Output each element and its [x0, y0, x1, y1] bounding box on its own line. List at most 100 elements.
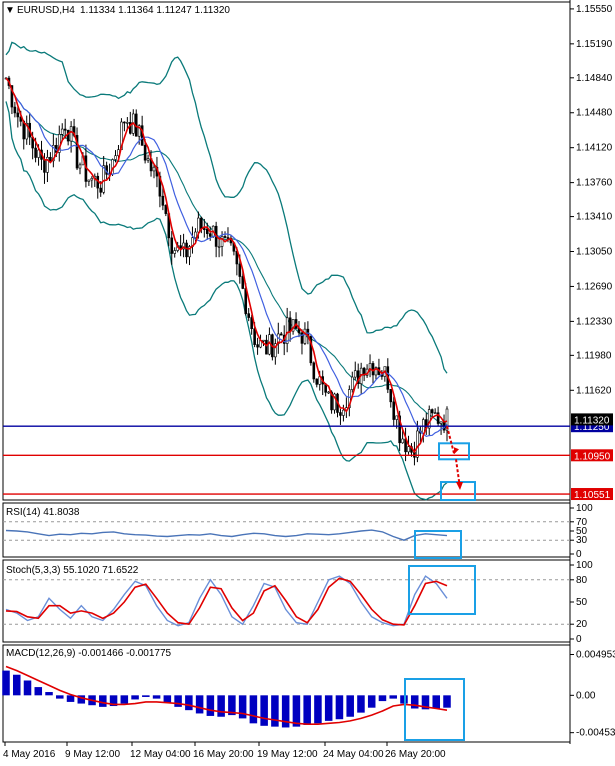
price-tick-label: 1.12690	[576, 281, 613, 292]
macd-bar	[303, 695, 311, 725]
macd-bar	[335, 695, 344, 720]
candle-body	[182, 242, 185, 250]
candle-body	[445, 408, 449, 431]
candle-body	[241, 276, 245, 289]
macd-pane[interactable]	[2, 665, 465, 741]
macd-bar	[206, 695, 215, 716]
candle-body	[253, 328, 256, 345]
candle-body	[342, 409, 345, 416]
candle-body	[87, 179, 91, 182]
macd-tick-label: 0.00	[576, 690, 596, 701]
candle-body	[220, 236, 224, 247]
candle-body	[90, 178, 94, 181]
macd-bar	[421, 695, 430, 710]
price-tick-label: 1.15190	[576, 39, 613, 50]
candle-body	[102, 165, 105, 193]
macd-bar	[195, 695, 204, 714]
macd-bar	[378, 695, 387, 702]
candle-body	[208, 233, 212, 237]
rsi-pane[interactable]	[3, 521, 570, 559]
candle-body	[25, 122, 29, 140]
candle-body	[126, 122, 129, 124]
osc-tick-label: 30	[576, 535, 588, 546]
price-tick-label: 1.12330	[576, 316, 613, 327]
price-tick-label: 1.14840	[576, 73, 613, 84]
candle-body	[439, 421, 443, 424]
ma-slow-line	[5, 77, 448, 438]
candle-body	[170, 237, 174, 254]
chart-header-icon[interactable]: ▼	[5, 5, 15, 16]
candle-body	[265, 339, 268, 355]
candle-body	[63, 128, 67, 131]
price-axis: 1.15550 1.15190 1.14840 1.14480 1.14120 1.137…	[570, 4, 615, 739]
candle-body	[309, 335, 313, 364]
candle-body	[416, 430, 419, 458]
macd-bar	[292, 695, 301, 727]
candle-body	[350, 376, 354, 390]
main-frame	[2, 1, 571, 501]
time-tick-label: 9 May 12:00	[65, 749, 120, 760]
candle-body	[303, 328, 307, 344]
candle-body	[49, 156, 52, 162]
candle-body	[312, 362, 316, 380]
candle-body	[392, 401, 396, 420]
candle-body	[188, 246, 191, 258]
candle-body	[353, 370, 357, 378]
candle-body	[137, 125, 141, 137]
macd-bar	[346, 695, 354, 717]
candle-body	[34, 147, 37, 158]
price-tick-label: 1.11980	[576, 350, 612, 361]
candle-body	[217, 245, 221, 248]
time-tick-label: 4 May 2016	[3, 749, 56, 760]
candle-body	[274, 343, 277, 358]
candle-body	[315, 378, 319, 385]
candle-body	[52, 145, 55, 162]
candle-body	[205, 228, 209, 234]
candle-body	[430, 409, 434, 414]
macd-tick-label: 0.004953	[576, 650, 615, 661]
rsi-frame	[2, 502, 571, 558]
candle-body	[285, 317, 289, 344]
macd-bar	[12, 674, 21, 696]
osc-line-0	[5, 575, 448, 627]
macd-bar	[400, 695, 408, 704]
rsi-highlight-box	[414, 530, 462, 559]
pane-frames	[2, 0, 571, 744]
macd-bar	[45, 692, 53, 696]
stochastic-pane[interactable]	[3, 565, 570, 627]
macd-bar	[432, 695, 441, 709]
macd-bar	[120, 695, 129, 704]
time-tick-label: 16 May 20:00	[193, 749, 254, 760]
stoch-highlight-box	[408, 565, 476, 615]
osc-tick-label: 80	[576, 575, 588, 586]
candle-body	[398, 415, 401, 444]
candle-body	[407, 446, 410, 453]
candle-body	[10, 85, 14, 108]
osc-tick-label: 100	[576, 560, 593, 571]
candle-body	[250, 317, 253, 329]
macd-bar	[271, 695, 279, 727]
candle-body	[262, 339, 265, 342]
candle-body	[288, 317, 292, 332]
current-price-label: 1.11320	[574, 415, 610, 426]
candle-body	[13, 106, 17, 114]
level-tag	[571, 449, 613, 462]
macd-bar	[99, 695, 107, 707]
macd-title: MACD(12,26,9) -0.001466 -0.001775	[6, 648, 172, 659]
candle-body	[339, 412, 342, 416]
candle-body	[173, 250, 177, 254]
time-tick-label: 12 May 04:00	[130, 749, 191, 760]
price-tick-label: 1.13050	[576, 247, 613, 258]
candle-body	[75, 135, 79, 169]
candle-body	[197, 217, 200, 233]
osc-line-0	[5, 529, 448, 541]
candle-body	[395, 415, 398, 420]
osc-tick-label: 50	[576, 526, 588, 537]
price-pane[interactable]: 1.11250 1.10950 1.10551 1.11320	[3, 41, 613, 502]
time-axis: 4 May 2016 9 May 12:00 12 May 04:00 16 May …	[3, 742, 446, 760]
candle-body	[200, 217, 203, 229]
price-tick-label: 1.14120	[576, 143, 613, 154]
candle-body	[436, 412, 440, 424]
candle-body	[401, 438, 404, 444]
